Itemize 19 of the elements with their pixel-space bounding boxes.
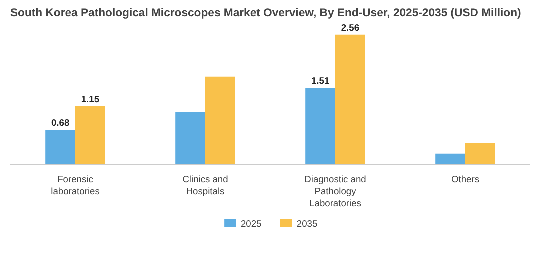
bar <box>466 143 496 164</box>
x-tick-label: Diagnostic and Pathology Laboratories <box>304 174 366 208</box>
data-label: 2.56 <box>341 22 360 33</box>
bar <box>46 130 76 164</box>
bar <box>336 34 366 164</box>
chart-title: South Korea Pathological Microscopes Market Overview, By End-User, 2025-2035 (USD Million) <box>10 8 522 20</box>
bar <box>176 112 206 164</box>
data-label: 0.68 <box>51 118 70 128</box>
bar <box>436 154 466 164</box>
bar <box>76 106 106 164</box>
x-tick-label: Forensic laboratories <box>51 174 100 196</box>
legend-label: 2025 <box>240 219 262 229</box>
bar <box>206 76 236 164</box>
bar <box>306 88 336 164</box>
x-tick-label: Clinics and Hospitals <box>182 174 228 196</box>
data-label: 1.51 <box>311 76 330 86</box>
legend-label: 2035 <box>296 219 318 229</box>
x-tick-label: Others <box>452 174 480 184</box>
data-label: 1.15 <box>81 94 100 104</box>
